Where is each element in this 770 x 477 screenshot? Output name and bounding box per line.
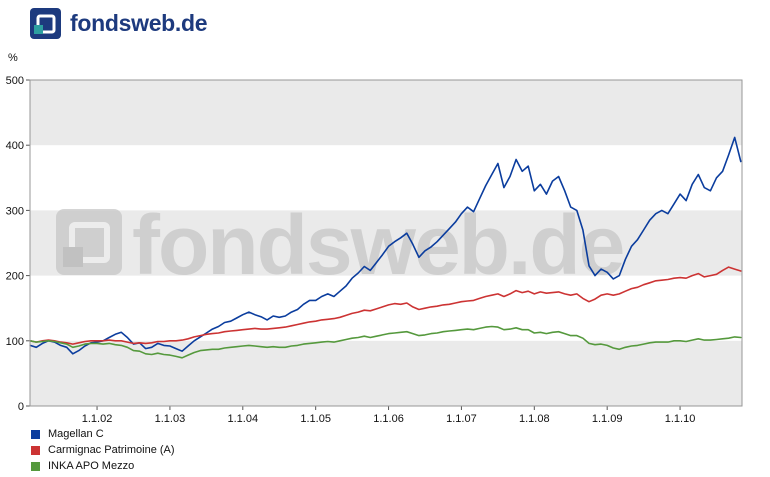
svg-text:fondsweb.de: fondsweb.de [132, 198, 623, 292]
svg-text:1.1.08: 1.1.08 [519, 413, 550, 425]
y-axis-unit-label: % [8, 52, 18, 64]
svg-text:300: 300 [6, 205, 24, 217]
svg-text:1.1.10: 1.1.10 [665, 413, 696, 425]
legend-swatch-carmignac [31, 445, 40, 455]
fondsweb-logo: fondsweb.de [30, 8, 208, 39]
performance-chart: fondsweb.de 0 100 200 300 400 500 1.1.02 1.1.03 1… [6, 75, 743, 425]
logo-text: fondsweb.de [70, 10, 208, 36]
legend-item-carmignac: Carmignac Patrimoine (A) [31, 442, 175, 458]
svg-text:1.1.07: 1.1.07 [446, 413, 477, 425]
legend-item-inka: INKA APO Mezzo [31, 458, 175, 474]
svg-text:1.1.03: 1.1.03 [155, 413, 186, 425]
legend-label-carmignac: Carmignac Patrimoine (A) [48, 444, 175, 456]
svg-text:1.1.04: 1.1.04 [228, 413, 259, 425]
svg-text:100: 100 [6, 336, 24, 348]
svg-text:1.1.09: 1.1.09 [592, 413, 623, 425]
legend-item-magellan: Magellan C [31, 426, 175, 442]
svg-text:1.1.06: 1.1.06 [373, 413, 404, 425]
fondsweb-logo-icon [30, 8, 61, 39]
legend-swatch-magellan [31, 429, 40, 439]
legend-swatch-inka [31, 461, 40, 471]
chart-legend: Magellan C Carmignac Patrimoine (A) INKA… [31, 426, 175, 474]
svg-text:200: 200 [6, 271, 24, 283]
svg-text:1.1.05: 1.1.05 [300, 413, 331, 425]
svg-text:400: 400 [6, 140, 24, 152]
legend-label-magellan: Magellan C [48, 428, 104, 440]
svg-text:500: 500 [6, 75, 24, 87]
svg-text:0: 0 [18, 401, 24, 413]
svg-text:1.1.02: 1.1.02 [82, 413, 113, 425]
legend-label-inka: INKA APO Mezzo [48, 460, 135, 472]
